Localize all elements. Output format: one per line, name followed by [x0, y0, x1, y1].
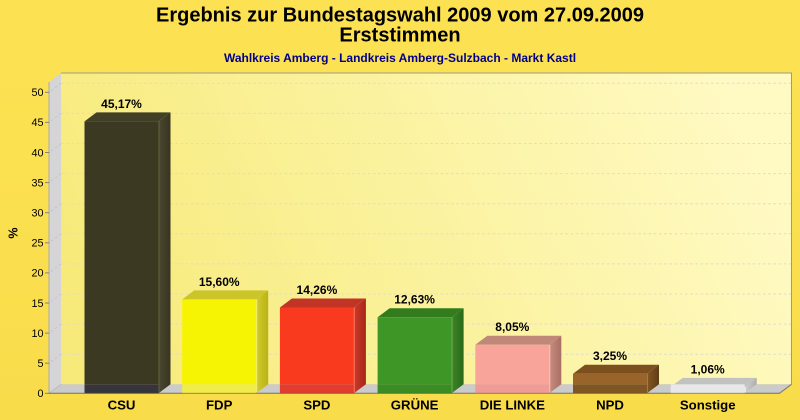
svg-text:8,05%: 8,05% — [495, 320, 529, 334]
svg-text:15: 15 — [31, 298, 43, 310]
svg-text:25: 25 — [31, 238, 43, 250]
svg-text:Sonstige: Sonstige — [680, 398, 736, 413]
svg-text:SPD: SPD — [303, 398, 330, 413]
svg-text:35: 35 — [31, 177, 43, 189]
svg-text:45: 45 — [31, 117, 43, 129]
svg-text:3,25%: 3,25% — [593, 349, 627, 363]
svg-text:%: % — [7, 227, 21, 238]
svg-text:Erststimmen: Erststimmen — [339, 25, 460, 47]
svg-text:5: 5 — [37, 358, 43, 370]
svg-text:15,60%: 15,60% — [199, 275, 240, 289]
svg-text:NPD: NPD — [596, 398, 624, 413]
svg-text:0: 0 — [37, 388, 43, 400]
svg-text:14,26%: 14,26% — [297, 283, 338, 297]
svg-text:1,06%: 1,06% — [691, 362, 725, 376]
svg-text:50: 50 — [31, 87, 43, 99]
svg-text:CSU: CSU — [108, 398, 136, 413]
svg-text:12,63%: 12,63% — [394, 293, 435, 307]
svg-text:FDP: FDP — [206, 398, 233, 413]
svg-text:Ergebnis zur Bundestagswahl 20: Ergebnis zur Bundestagswahl 2009 vom 27.… — [156, 5, 644, 27]
svg-text:40: 40 — [31, 147, 43, 159]
svg-text:10: 10 — [31, 328, 43, 340]
svg-text:20: 20 — [31, 268, 43, 280]
svg-text:Wahlkreis Amberg - Landkreis A: Wahlkreis Amberg - Landkreis Amberg-Sulz… — [224, 51, 576, 65]
svg-text:DIE LINKE: DIE LINKE — [480, 398, 545, 413]
svg-text:30: 30 — [31, 208, 43, 220]
svg-text:45,17%: 45,17% — [101, 97, 142, 111]
svg-text:GRÜNE: GRÜNE — [391, 398, 439, 413]
